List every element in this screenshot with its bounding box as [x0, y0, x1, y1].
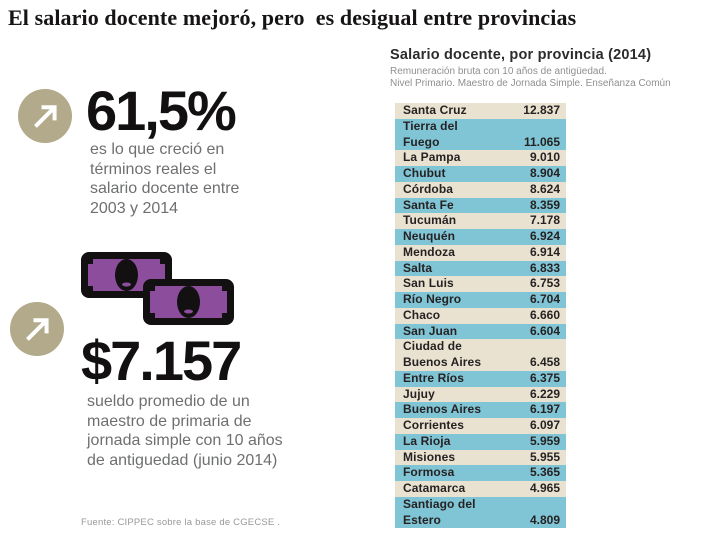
table-row: Buenos Aires 6.197: [395, 402, 566, 418]
province-name: Santiago del Estero: [403, 496, 476, 527]
province-value: 6.924: [529, 229, 560, 243]
table-row: Córdoba 8.624: [395, 181, 566, 198]
table-row: Santa Cruz 12.837: [395, 103, 566, 119]
province-name: Entre Ríos: [403, 370, 465, 385]
province-value: 6.229: [529, 386, 560, 401]
province-name: Santa Cruz: [403, 103, 467, 117]
money-bills-icon: [80, 250, 236, 333]
table-row: Mendoza 6.914: [395, 244, 566, 261]
province-value: 8.359: [529, 197, 560, 212]
province-name: Salta: [403, 260, 433, 275]
salary-table-body: Santa Cruz 12.837 Tierra del Fuego 11.06…: [395, 103, 566, 529]
province-value: 5.959: [529, 433, 560, 448]
province-value: 6.833: [529, 260, 560, 275]
province-value: 5.955: [529, 449, 560, 464]
table-row: San Juan 6.604: [395, 323, 566, 340]
province-value: 6.604: [529, 323, 560, 338]
table-row: Misiones 5.955: [395, 449, 566, 466]
province-name: Córdoba: [403, 181, 454, 196]
table-row: Ciudad de Buenos Aires 6.458: [395, 339, 566, 371]
province-name: Chaco: [403, 307, 441, 322]
province-name: Jujuy: [403, 386, 435, 401]
province-name: La Pampa: [403, 150, 461, 165]
table-row: Catamarca 4.965: [395, 481, 566, 497]
table-row: Jujuy 6.229: [395, 386, 566, 403]
table-title: Salario docente, por provincia (2014): [390, 47, 652, 63]
table-row: Formosa 5.365: [395, 465, 566, 481]
page-title: El salario docente mejoró, pero es desig…: [8, 5, 577, 30]
arrow-up-right-icon: [18, 89, 72, 148]
table-row: Chubut 8.904: [395, 166, 566, 182]
province-value: 8.904: [529, 166, 560, 180]
table-row: Santiago del Estero 4.809: [395, 496, 566, 529]
table-row: San Luis 6.753: [395, 276, 566, 292]
table-row: Tierra del Fuego 11.065: [395, 118, 566, 151]
province-value: 6.753: [529, 276, 560, 291]
table-row: Salta 6.833: [395, 260, 566, 277]
table-row: Chaco 6.660: [395, 307, 566, 324]
province-value: 6.914: [529, 244, 560, 259]
table-row: Neuquén 6.924: [395, 229, 566, 245]
province-value: 6.458: [529, 355, 560, 369]
province-value: 5.365: [529, 465, 560, 480]
table-row: Río Negro 6.704: [395, 292, 566, 308]
growth-description: es lo que creció en términos reales el s…: [90, 141, 240, 217]
province-value: 6.097: [529, 418, 560, 432]
province-name: Chubut: [403, 166, 446, 180]
province-name: Formosa: [403, 465, 455, 480]
province-name: Misiones: [403, 449, 456, 464]
province-name: La Rioja: [403, 433, 451, 448]
province-name: Tucumán: [403, 213, 457, 228]
table-row: Entre Ríos 6.375: [395, 370, 566, 387]
salary-description: sueldo promedio de un maestro de primari…: [87, 393, 283, 469]
province-name: Corrientes: [403, 418, 465, 432]
table-row: La Pampa 9.010: [395, 150, 566, 166]
table-row: Tucumán 7.178: [395, 213, 566, 229]
province-name: Buenos Aires: [403, 402, 482, 417]
province-value: 11.065: [523, 134, 560, 149]
province-name: Ciudad de Buenos Aires: [403, 339, 482, 369]
province-value: 7.178: [529, 213, 560, 228]
table-row: La Rioja 5.959: [395, 433, 566, 450]
province-value: 6.704: [529, 292, 560, 306]
province-value: 4.809: [529, 512, 560, 527]
province-name: San Luis: [403, 276, 454, 291]
province-value: 4.965: [529, 481, 560, 495]
province-value: 8.624: [529, 181, 560, 196]
growth-percentage: 61,5%: [86, 79, 237, 142]
table-row: Corrientes 6.097: [395, 418, 566, 434]
province-value: 6.197: [529, 402, 560, 417]
province-name: Catamarca: [403, 481, 466, 495]
source-note: Fuente: CIPPEC sobre la base de CGECSE .: [81, 517, 281, 528]
province-value: 6.375: [529, 370, 560, 385]
province-value: 6.660: [529, 307, 560, 322]
province-name: San Juan: [403, 323, 458, 338]
table-row: Santa Fe 8.359: [395, 197, 566, 214]
province-name: Tierra del Fuego: [403, 118, 458, 149]
province-name: Río Negro: [403, 292, 462, 306]
average-salary: $7.157: [81, 329, 242, 392]
province-name: Mendoza: [403, 244, 456, 259]
province-value: 9.010: [529, 150, 560, 165]
province-value: 12.837: [523, 103, 560, 117]
arrow-up-right-icon: [10, 302, 64, 361]
table-subtitle: Remuneración bruta con 10 años de antigü…: [390, 66, 671, 89]
province-name: Neuquén: [403, 229, 456, 243]
province-name: Santa Fe: [403, 197, 454, 212]
